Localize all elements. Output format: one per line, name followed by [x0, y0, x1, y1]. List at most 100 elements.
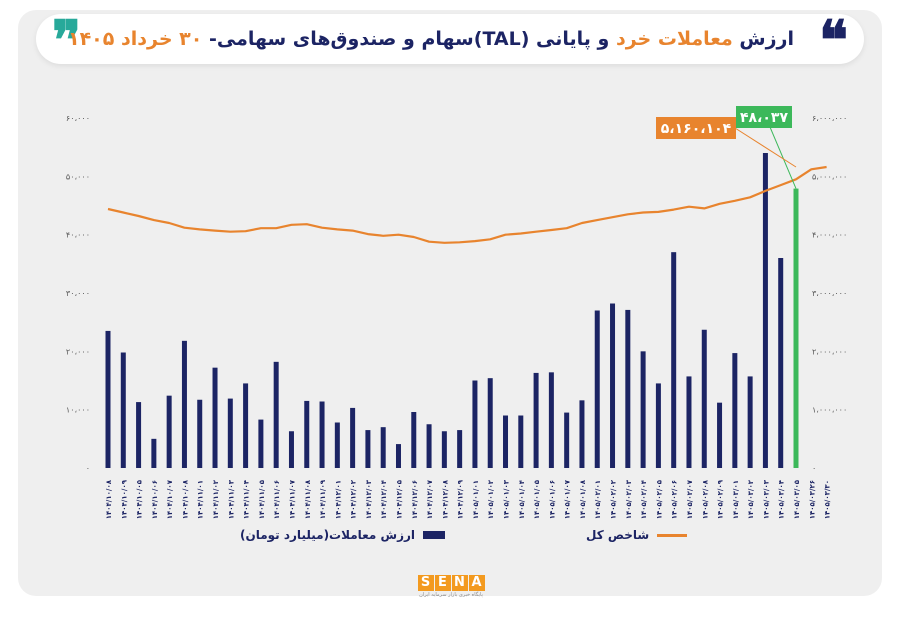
x-tick-label: ۱۴۰۴/۱۱/۰۴ — [243, 479, 251, 519]
x-tick-label: ۱۴۰۵/۰۲/۰۲ — [610, 479, 618, 519]
bar — [625, 309, 631, 468]
x-tick-label: ۱۴۰۴/۱۱/۰۲ — [212, 479, 220, 519]
x-tick-label: ۱۴۰۵/۰۲/۰۷ — [686, 479, 694, 519]
bar — [334, 422, 340, 468]
legend-line-entry: شاخص کل — [586, 528, 688, 542]
x-tick-label: ۱۴۰۴/۱۲/۰۷ — [426, 479, 434, 519]
x-tick-label: ۱۴۰۴/۱۰/۰۷ — [166, 479, 174, 519]
bar — [441, 431, 447, 468]
bar — [212, 367, 218, 468]
bar — [671, 252, 677, 468]
x-tick-label: ۱۴۰۵/۰۲/۰۶ — [671, 480, 679, 519]
bar — [304, 400, 310, 468]
y-left-tick-label: ۱۰،۰۰۰ — [66, 406, 90, 415]
x-tick-label: ۱۴۰۵/۰۳/۰۴ — [778, 479, 786, 519]
x-tick-label: ۱۴۰۵/۰۱/۰۸ — [579, 479, 587, 519]
logo-letters: S E N A — [414, 575, 488, 591]
legend-bar-swatch — [423, 531, 446, 539]
bar — [380, 427, 386, 468]
page-title: ارزش معاملات خرد و پایانی (TAL)سهام و صن… — [68, 14, 794, 64]
x-tick-label: ۱۴۰۵/۰۱/۰۱ — [472, 480, 480, 519]
bar — [564, 412, 570, 468]
x-tick-label: ۱۴۰۵/۰۲/۰۴ — [640, 479, 648, 519]
bar — [227, 398, 233, 468]
y-right-tick-label: ۵،۰۰۰،۰۰۰ — [812, 172, 847, 181]
bar — [197, 399, 203, 468]
bar — [548, 372, 554, 468]
logo-letter: A — [468, 575, 485, 591]
bar — [762, 153, 768, 468]
bar — [472, 380, 478, 468]
x-tick-label: ۱۴۰۵/۰۱/۰۵ — [533, 479, 541, 519]
bar — [120, 352, 126, 468]
legend-bar-entry: ارزش معاملات(میلیارد تومان) — [240, 528, 446, 542]
bar — [487, 378, 493, 468]
x-tick-label: ۱۴۰۵/۰۲/۰۱ — [594, 480, 602, 519]
bar — [610, 303, 616, 468]
bar — [273, 361, 279, 468]
x-tick-label: ۱۴۰۴/۱۰/۰۶ — [151, 480, 159, 519]
bar — [457, 430, 463, 468]
bar-callout-leader — [769, 126, 797, 189]
title-bar: ❞ ارزش معاملات خرد و پایانی (TAL)سهام و … — [36, 10, 864, 70]
y-right-tick-label: ۱،۰۰۰،۰۰۰ — [812, 406, 847, 415]
index-line — [107, 165, 827, 244]
x-tick-label: ۱۴۰۵/۰۲/۰۵ — [655, 479, 663, 519]
x-tick-label: ۱۴۰۴/۱۲/۰۶ — [411, 480, 419, 519]
bar — [533, 372, 539, 468]
title-part-3: و پایانی (TAL)سهام و صندوق‌های سهامی- — [202, 28, 616, 50]
x-tick-label: ۱۴۰۴/۱۲/۰۴ — [380, 479, 388, 519]
x-tick-label: ۱۴۰۴/۱۲/۰۵ — [395, 479, 403, 519]
sena-logo: S E N A پایگاه خبری بازار سرمایه ایران — [414, 575, 488, 598]
bar — [258, 419, 264, 468]
logo-letter: S — [417, 575, 434, 591]
bar — [640, 351, 646, 468]
x-tick-label: ۱۴۰۵/۰۲/۰۳ — [625, 479, 633, 519]
x-tick-label: ۱۴۰۵/۰۳/۰۱ — [732, 480, 740, 519]
y-left-tick-label: ۰ — [86, 464, 90, 473]
bar — [181, 340, 187, 468]
x-tick-label: ۱۴۰۵/۰۱/۰۷ — [564, 479, 572, 519]
x-tick-label: ۱۴۰۴/۱۰/۰۹ — [120, 479, 128, 519]
y-left-tick-label: ۳۰،۰۰۰ — [66, 289, 90, 298]
x-tick-label: ۱۴۰۵/۰۳/۰۵ — [793, 479, 801, 519]
bar — [105, 330, 111, 468]
bar — [518, 415, 524, 468]
quote-open-icon: ❞ — [52, 8, 82, 72]
y-left-tick-label: ۴۰،۰۰۰ — [66, 231, 90, 240]
logo-letter: E — [434, 575, 451, 591]
y-left-tick-label: ۶۰،۰۰۰ — [66, 114, 90, 123]
bar — [655, 383, 661, 468]
bar — [319, 401, 325, 468]
bar — [503, 415, 509, 468]
x-tick-label: ۱۴۰۵/۰۲/۰۹ — [717, 479, 725, 519]
x-tick-label: ۱۴۰۴/۱۲/۰۸ — [441, 479, 449, 519]
y-left-tick-label: ۲۰،۰۰۰ — [66, 347, 90, 356]
line-callout-box — [656, 117, 736, 139]
title-part-1: ارزش — [732, 28, 794, 50]
y-right-tick-label: ۴،۰۰۰،۰۰۰ — [812, 231, 847, 240]
y-right-tick-label: ۳،۰۰۰،۰۰۰ — [812, 289, 847, 298]
x-tick-label: ۱۴۰۴/۱۲/۰۹ — [457, 479, 465, 519]
bar — [732, 353, 738, 468]
bar — [747, 376, 753, 468]
x-tick-label: ۱۴۰۵/۰۳/۰۳ — [762, 479, 770, 519]
x-tick-label: ۱۴۰۴/۱۱/۰۵ — [258, 479, 266, 519]
x-tick-label: ۱۴۰۴/۱۰/۰۸ — [105, 479, 113, 519]
bar — [350, 407, 356, 468]
bar — [426, 424, 432, 468]
bar — [594, 310, 600, 468]
x-tick-label: ۱۴۰۵/۰۳/۳۰ — [824, 480, 832, 519]
bar — [288, 431, 294, 468]
bar — [151, 438, 157, 468]
x-tick-label: ۱۴۰۴/۱۲/۰۳ — [365, 479, 373, 519]
x-tick-label: ۱۴۰۴/۱۱/۰۹ — [319, 479, 327, 519]
x-tick-label: ۱۴۰۵/۰۱/۰۲ — [487, 479, 495, 519]
x-tick-label: ۱۴۰۴/۱۲/۰۲ — [350, 479, 358, 519]
bar — [411, 412, 417, 468]
x-tick-label: ۱۴۰۵/۰۳/۰۲ — [747, 479, 755, 519]
x-tick-label: ۱۴۰۵/۰۲/۰۸ — [701, 479, 709, 519]
x-tick-label: ۱۴۰۴/۱۱/۰۱ — [197, 480, 205, 519]
bar — [717, 402, 723, 468]
